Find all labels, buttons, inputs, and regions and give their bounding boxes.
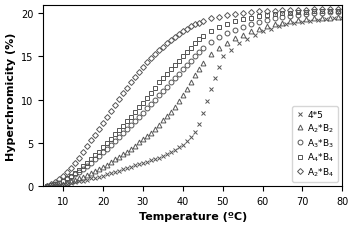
X-axis label: Temperature (ºC): Temperature (ºC): [139, 212, 247, 222]
Legend: 4*5, A$_2$*B$_2$, A$_3$*B$_3$, A$_4$*B$_4$, A$_2$*B$_4$: 4*5, A$_2$*B$_2$, A$_3$*B$_3$, A$_4$*B$_…: [292, 107, 338, 182]
Y-axis label: Hyperchromicity (%): Hyperchromicity (%): [6, 32, 16, 160]
